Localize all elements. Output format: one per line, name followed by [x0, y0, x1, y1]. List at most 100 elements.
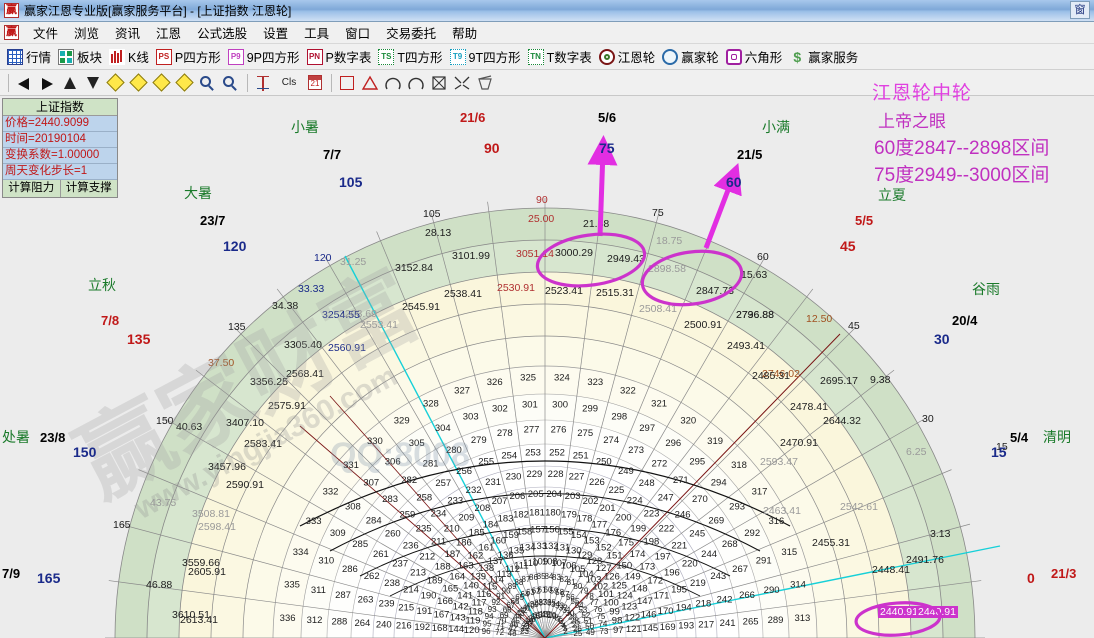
- diamond-up-icon[interactable]: [151, 72, 173, 93]
- wheel-cell-number: 279: [471, 435, 487, 446]
- menu-item-window[interactable]: 窗口: [345, 27, 371, 41]
- wheel-cell-number: 227: [569, 472, 585, 483]
- delete-tool-icon[interactable]: [474, 73, 496, 93]
- wheel-cell-number: 53: [578, 606, 587, 615]
- prev-left-icon[interactable]: [13, 73, 35, 93]
- wheel-cell-number: 183: [498, 514, 514, 525]
- wheel-cell-number: 94: [485, 612, 494, 621]
- date-5-4: 5/4: [1010, 430, 1029, 445]
- toolbar-button-t-square[interactable]: TS T四方形: [376, 46, 447, 67]
- wheel-cell-number: 84: [544, 572, 553, 581]
- wheel-cell-number: 103: [586, 575, 602, 586]
- toolbar-button-winner-wheel[interactable]: 赢家轮: [660, 46, 724, 67]
- arrow-to-75: [587, 135, 618, 237]
- toolbar-button-t-number-table[interactable]: TN T数字表: [526, 46, 597, 67]
- wheel-cell-number: 205: [528, 489, 544, 500]
- degree-0: 0: [1027, 570, 1035, 586]
- calc-support-button[interactable]: 计算支撑: [65, 182, 112, 194]
- wheel-cell-number: 294: [711, 478, 727, 489]
- wheel-cell-number: 198: [643, 537, 659, 548]
- diamond-left-icon[interactable]: [105, 72, 127, 93]
- wheel-cell-number: 296: [665, 438, 681, 449]
- toolbar-button-9t-square[interactable]: T9 9T四方形: [448, 46, 526, 67]
- wheel-cell-number: 292: [744, 528, 760, 539]
- menu-item-browse[interactable]: 浏览: [74, 27, 100, 41]
- shrink-tool-icon[interactable]: [451, 73, 473, 93]
- wheel-price-label: 2491.76: [906, 554, 944, 566]
- wheel-price-label: 2560.91: [328, 342, 366, 354]
- menu-item-file[interactable]: 文件: [33, 27, 59, 41]
- wheel-cell-number: 222: [658, 524, 674, 535]
- calendar-icon[interactable]: [304, 73, 326, 93]
- wheel-cell-number: 195: [671, 585, 687, 596]
- toolbar-button-quotes[interactable]: 行情: [5, 46, 56, 67]
- solar-term-qingming: 清明: [1043, 429, 1071, 445]
- wheel-cell-number: 69: [500, 611, 509, 620]
- wheel-cell-number: 240: [376, 619, 392, 630]
- wheel-cell-number: 283: [382, 494, 398, 505]
- toolbar-separator-2: [247, 73, 248, 92]
- toolbar-label-t-square: T四方形: [397, 51, 443, 65]
- gann-wheel-chart[interactable]: 赢家财富 www.yingjia360.com QQ:8008: [0, 96, 1094, 638]
- wheel-cell-number: 312: [307, 615, 323, 626]
- menu-item-news[interactable]: 资讯: [115, 27, 141, 41]
- toolbar-button-blocks[interactable]: 板块: [56, 46, 107, 67]
- vertical-scale-icon[interactable]: [252, 73, 274, 93]
- arc-left-tool-icon[interactable]: [382, 73, 404, 93]
- wheel-cell-number: 255: [478, 457, 494, 468]
- menu-item-tools[interactable]: 工具: [304, 27, 330, 41]
- toolbar-button-gann-wheel[interactable]: 江恩轮: [597, 46, 661, 67]
- menu-item-formula-stock[interactable]: 公式选股: [197, 27, 248, 41]
- wheel-cell-number: 40: [526, 601, 535, 610]
- up-triangle-icon[interactable]: [59, 73, 81, 93]
- diamond-right-icon[interactable]: [128, 72, 150, 93]
- toolbar-label-hexagon: 六角形: [744, 51, 783, 65]
- wheel-cell-number: 26: [573, 625, 582, 634]
- wheel-cell-number: 152: [596, 542, 612, 553]
- toolbar-button-p-square[interactable]: PS P四方形: [154, 46, 226, 67]
- wheel-cell-number: 166: [437, 596, 453, 607]
- wheel-cell-number: 107: [551, 558, 567, 569]
- wheel-cell-number: 235: [416, 524, 432, 535]
- menu-item-settings[interactable]: 设置: [263, 27, 289, 41]
- cls-label[interactable]: Cls: [281, 76, 297, 88]
- next-right-icon[interactable]: [36, 73, 58, 93]
- zoom-in-icon[interactable]: [197, 73, 219, 93]
- zoom-out-icon[interactable]: [220, 73, 242, 93]
- window-extra-button[interactable]: 窗: [1070, 1, 1090, 19]
- toolbar-button-winner-service[interactable]: $ 赢家服务: [787, 46, 863, 67]
- wheel-cell-number: 93: [488, 605, 497, 614]
- arc-right-tool-icon[interactable]: [405, 73, 427, 93]
- down-triangle-icon[interactable]: [82, 73, 104, 93]
- info-panel-header: 上证指数: [3, 99, 117, 116]
- wheel-cell-number: 334: [293, 547, 309, 558]
- menu-item-help[interactable]: 帮助: [452, 27, 478, 41]
- calc-resistance-button[interactable]: 计算阻力: [3, 180, 61, 197]
- toolbar-button-kline[interactable]: K线: [107, 46, 154, 67]
- wheel-cell-number: 134: [520, 543, 536, 554]
- info-row-time: 时间=20190104: [3, 132, 117, 148]
- ellipse-60-degree-band: [640, 249, 744, 307]
- menu-item-gann[interactable]: 江恩: [156, 27, 182, 41]
- wheel-cell-number: 99: [609, 606, 620, 617]
- wheel-cell-number: 22: [521, 624, 530, 633]
- toolbar-button-9p-square[interactable]: P9 9P四方形: [226, 46, 305, 67]
- info-panel[interactable]: 上证指数 价格=2440.9099 时间=20190104 变换系数=1.000…: [2, 98, 118, 198]
- toolbar-button-hexagon[interactable]: 六角形: [724, 46, 788, 67]
- triangle-tool-icon[interactable]: [359, 73, 381, 93]
- wheel-cell-number: 282: [401, 475, 417, 486]
- solar-term-lixia: 立夏: [878, 187, 906, 203]
- diamond-down-icon[interactable]: [174, 72, 196, 93]
- date-5-6: 5/6: [598, 110, 617, 125]
- wheel-cell-number: 327: [454, 386, 470, 397]
- box-cross-tool-icon[interactable]: [428, 73, 450, 93]
- wheel-price-label: 2530.91: [497, 282, 535, 294]
- toolbar-button-p-number-table[interactable]: PN P数字表: [305, 46, 377, 67]
- wheel-cell-number: 245: [689, 528, 705, 539]
- wheel-cell-number: 14: [536, 610, 545, 619]
- menu-item-trade[interactable]: 交易委托: [386, 27, 437, 41]
- wheel-cell-number: 208: [474, 503, 490, 514]
- rectangle-tool-icon[interactable]: [336, 73, 358, 93]
- wheel-cell-number: 109: [532, 557, 548, 568]
